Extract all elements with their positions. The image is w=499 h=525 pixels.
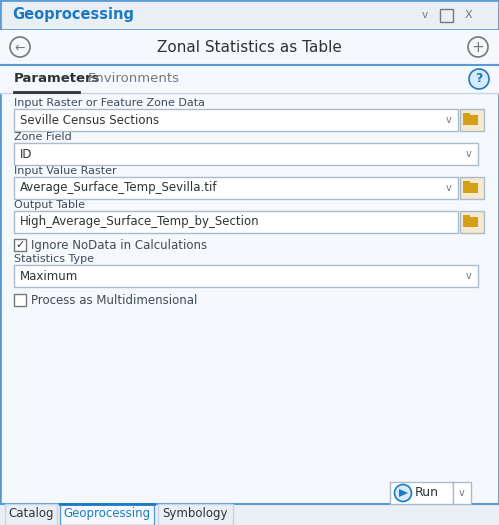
Bar [463, 183, 478, 193]
Bar [0, 504, 499, 525]
Text: Zonal Statistics as Table: Zonal Statistics as Table [157, 39, 341, 55]
Text: ID: ID [20, 148, 32, 161]
Text: Process as Multidimensional: Process as Multidimensional [31, 293, 198, 307]
Text: Seville Census Sections: Seville Census Sections [20, 113, 159, 127]
Text: v: v [466, 149, 472, 159]
Polygon shape [399, 489, 408, 497]
Bar [14, 211, 458, 233]
Bar [0, 30, 499, 65]
Text: ✓: ✓ [15, 240, 24, 250]
Bar [460, 177, 484, 199]
Text: Geoprocessing: Geoprocessing [12, 7, 134, 23]
Bar [14, 143, 478, 165]
Bar [463, 181, 470, 184]
Bar [158, 504, 233, 525]
Text: Maximum: Maximum [20, 269, 78, 282]
Text: ←: ← [15, 41, 25, 55]
Text: Symbology: Symbology [163, 508, 228, 520]
Bar [453, 482, 471, 504]
Bar [14, 239, 26, 251]
Text: Output Table: Output Table [14, 200, 85, 210]
Text: X: X [464, 10, 472, 20]
Text: High_Average_Surface_Temp_by_Section: High_Average_Surface_Temp_by_Section [20, 215, 259, 228]
Bar [460, 109, 484, 131]
Bar [14, 265, 478, 287]
Text: v: v [466, 271, 472, 281]
Text: v: v [459, 488, 465, 498]
Bar [14, 109, 458, 131]
Bar [14, 177, 458, 199]
Text: Statistics Type: Statistics Type [14, 254, 94, 264]
Bar [460, 211, 484, 233]
Bar [5, 504, 57, 525]
Text: Environments: Environments [88, 72, 180, 86]
Text: Zone Field: Zone Field [14, 132, 72, 142]
Text: v: v [422, 10, 428, 20]
Text: v: v [446, 183, 452, 193]
Text: +: + [472, 39, 485, 55]
Text: Geoprocessing: Geoprocessing [63, 508, 151, 520]
Bar [463, 217, 478, 227]
Circle shape [395, 485, 412, 501]
Text: Ignore NoData in Calculations: Ignore NoData in Calculations [31, 238, 207, 251]
Bar [463, 113, 470, 116]
Text: Input Value Raster: Input Value Raster [14, 166, 117, 176]
Bar [463, 215, 470, 218]
Text: Average_Surface_Temp_Sevilla.tif: Average_Surface_Temp_Sevilla.tif [20, 182, 218, 194]
Bar [440, 9, 453, 22]
Text: ?: ? [476, 72, 483, 86]
Bar [390, 482, 453, 504]
Bar [0, 0, 499, 30]
Bar [14, 294, 26, 306]
Text: Parameters: Parameters [14, 72, 100, 86]
Bar [463, 115, 478, 125]
Text: Run: Run [415, 487, 439, 499]
Bar [60, 504, 154, 525]
Bar [0, 65, 499, 93]
Text: Catalog: Catalog [8, 508, 54, 520]
Text: Input Raster or Feature Zone Data: Input Raster or Feature Zone Data [14, 98, 205, 108]
Circle shape [469, 69, 489, 89]
Text: v: v [446, 115, 452, 125]
